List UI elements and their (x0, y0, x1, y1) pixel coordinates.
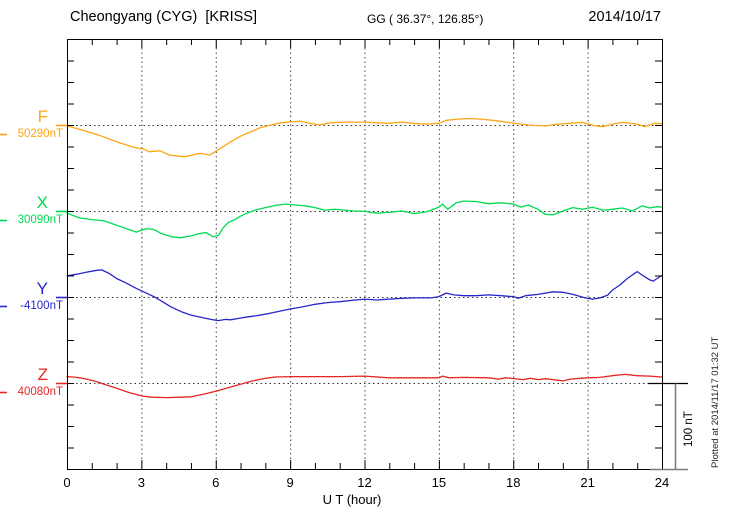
component-letter-F: F (37, 107, 48, 126)
plot-date: 2014/10/17 (588, 9, 661, 25)
component-baseline-value-Y: -4100nT (20, 300, 63, 312)
x-axis-title: U T (hour) (322, 492, 382, 507)
geographic-coordinates: GG ( 36.37°, 126.85°) (367, 12, 484, 26)
plotted-timestamp-note: Plotted at 2014/11/17 01:32 UT (710, 336, 721, 468)
x-tick-label-9: 9 (286, 475, 294, 490)
trace-X (66, 200, 663, 239)
trace-Z (66, 373, 663, 399)
x-tick-label-12: 12 (357, 475, 372, 490)
component-baseline-value-Z: 40080nT (17, 386, 63, 398)
component-letter-Y: Y (36, 279, 48, 298)
x-tick-label-24: 24 (654, 475, 670, 490)
scale-bar-label: 100 nT (683, 411, 695, 447)
x-tick-label-3: 3 (137, 475, 145, 490)
component-baseline-value-F: 50290nT (17, 128, 63, 140)
component-letter-Z: Z (37, 365, 48, 384)
component-letter-X: X (36, 193, 48, 212)
trace-F (66, 117, 663, 158)
station-title: Cheongyang (CYG) [KRISS] (70, 9, 257, 25)
x-tick-label-18: 18 (506, 475, 521, 490)
x-tick-label-0: 0 (63, 475, 71, 490)
x-tick-label-6: 6 (212, 475, 220, 490)
x-tick-label-15: 15 (431, 475, 447, 490)
trace-Y (66, 269, 663, 322)
x-tick-label-21: 21 (580, 475, 595, 490)
component-baseline-value-X: 30090nT (17, 214, 63, 226)
